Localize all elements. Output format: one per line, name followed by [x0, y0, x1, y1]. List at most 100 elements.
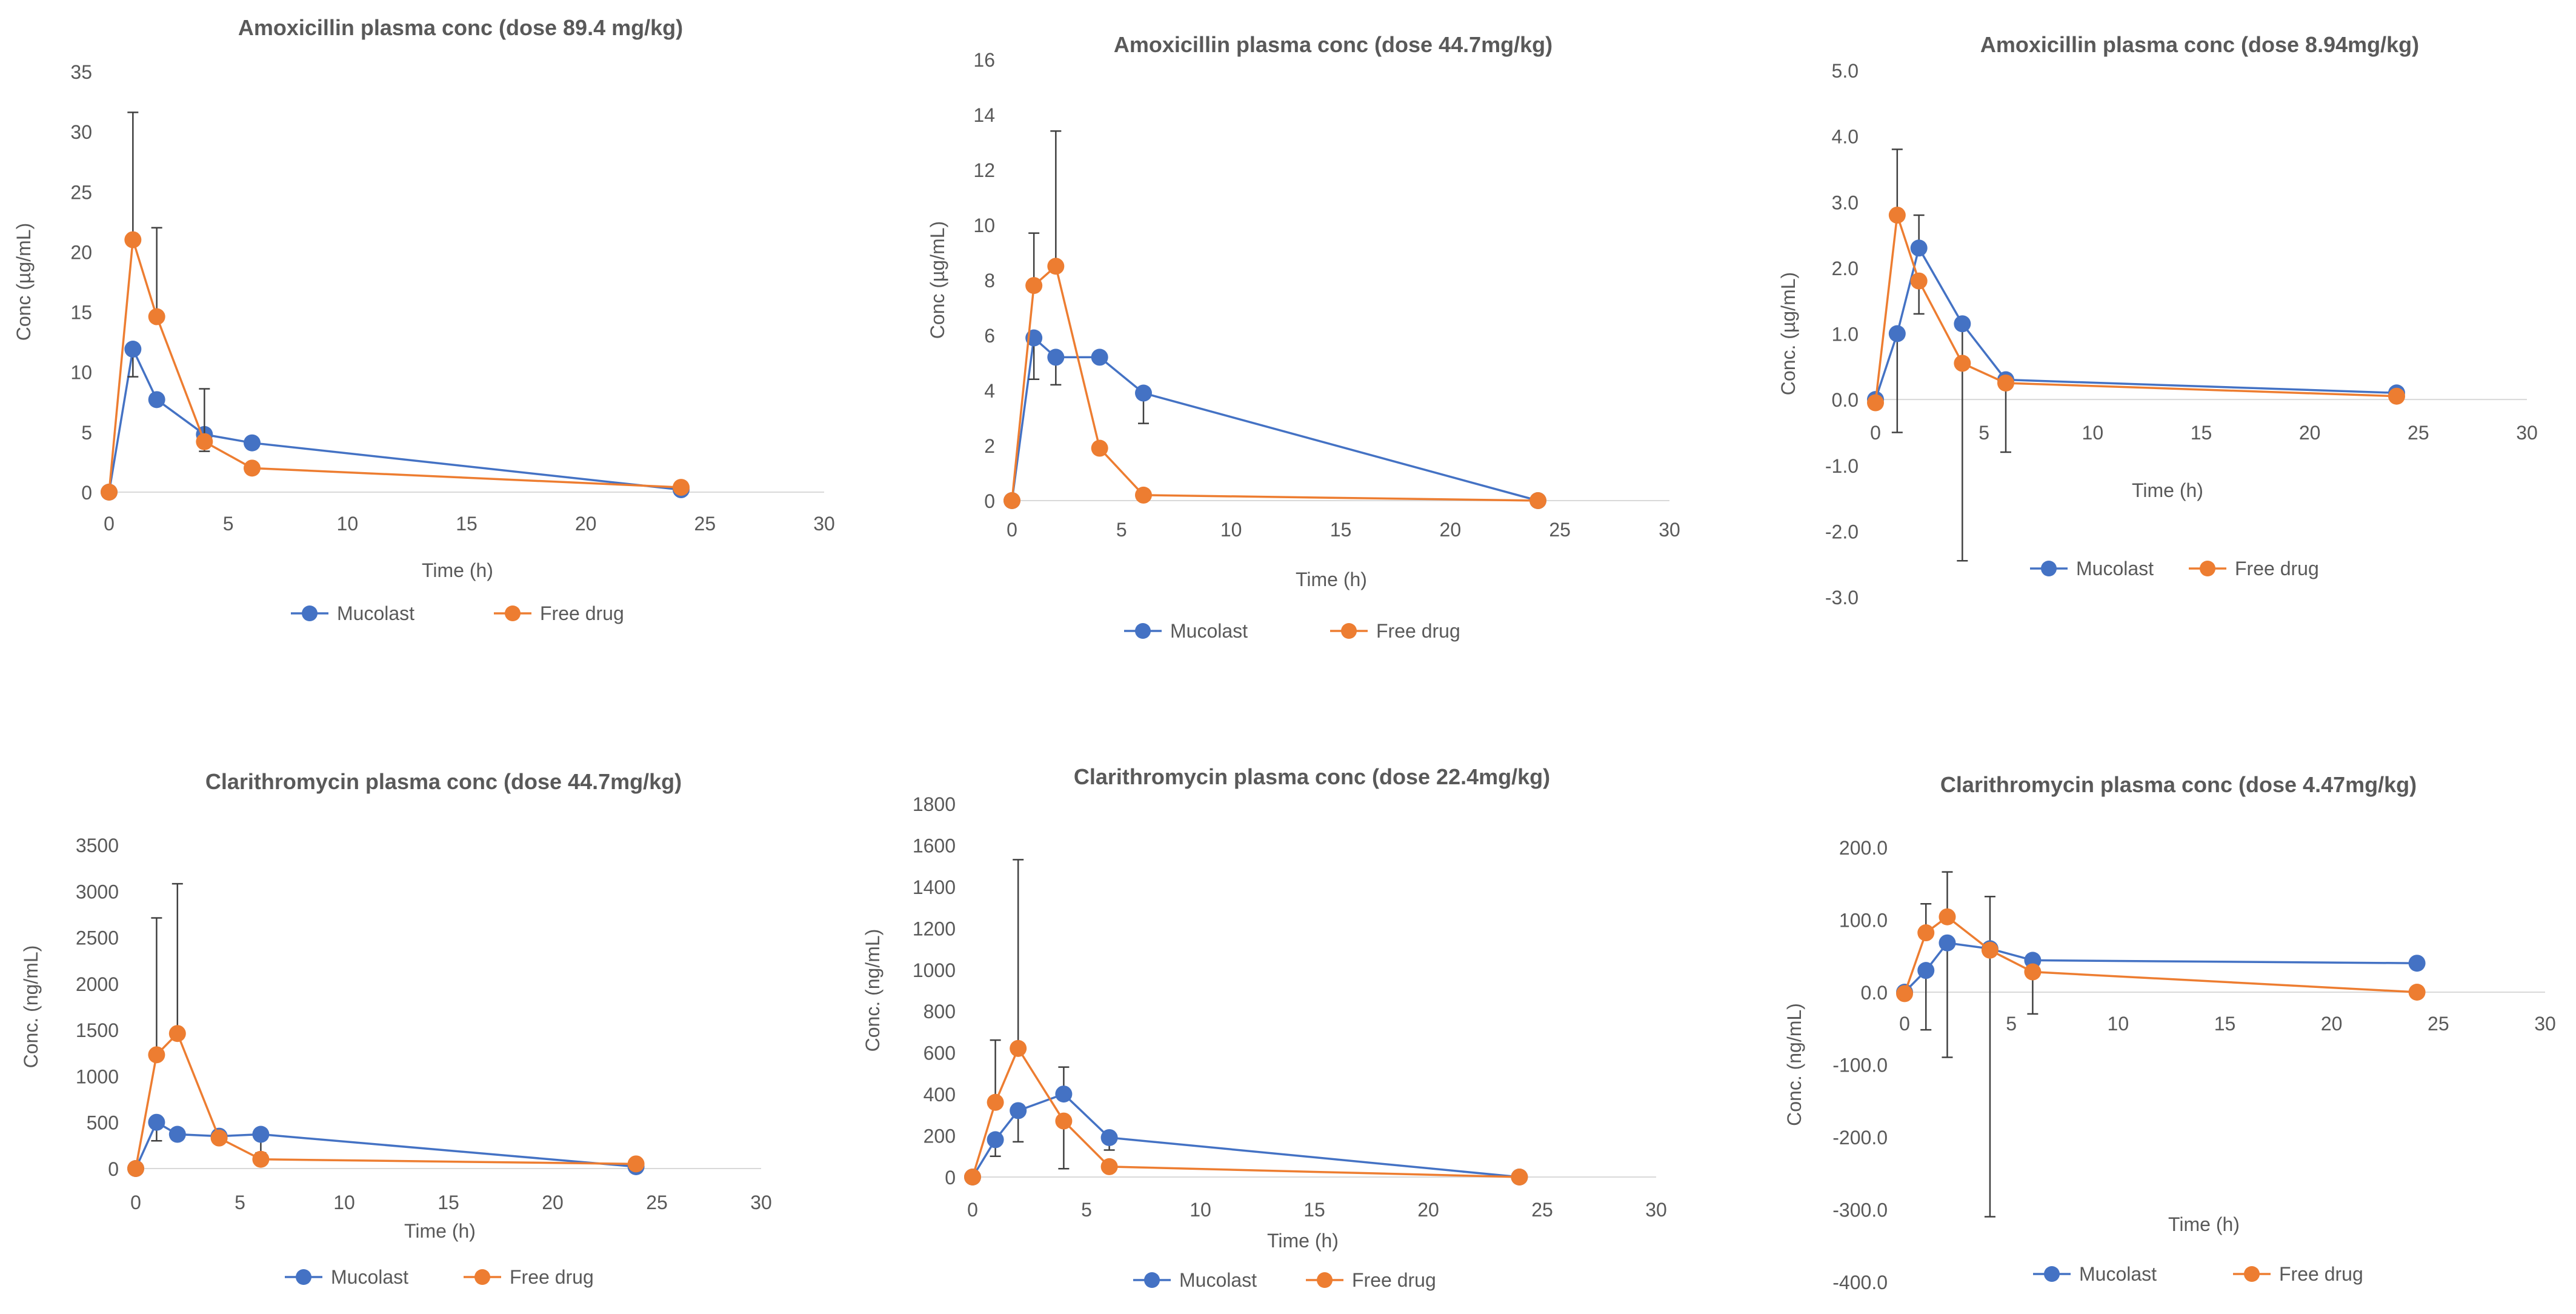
data-point: [148, 391, 165, 409]
y-tick-label: 2.0: [1832, 258, 1859, 279]
series-free-drug: [964, 859, 1528, 1186]
data-point: [1047, 258, 1065, 275]
y-tick-label: 4.0: [1832, 126, 1859, 148]
chart-title: Clarithromycin plasma conc (dose 22.4mg/…: [1074, 764, 1550, 789]
x-tick-label: 30: [750, 1192, 772, 1213]
x-tick-label: 30: [1645, 1199, 1667, 1221]
data-point: [1939, 908, 1956, 925]
x-tick-label: 0: [104, 513, 115, 535]
data-point: [673, 479, 690, 496]
y-axis-title: Conc. (ng/mL): [20, 945, 42, 1069]
data-point: [1896, 985, 1913, 1002]
x-tick-label: 30: [813, 513, 835, 535]
chart-panel-6: Clarithromycin plasma conc (dose 4.47mg/…: [1783, 772, 2556, 1293]
data-point: [1529, 492, 1546, 509]
data-point: [244, 459, 261, 477]
x-tick-label: 20: [1417, 1199, 1439, 1221]
y-tick-label: 1.0: [1832, 324, 1859, 345]
data-point: [1010, 1039, 1027, 1057]
series-mucolast: [964, 1066, 1528, 1186]
data-point: [252, 1126, 270, 1143]
y-tick-label: 5.0: [1832, 60, 1859, 82]
y-tick-label: 400: [924, 1084, 956, 1106]
x-tick-label: 15: [1303, 1199, 1325, 1221]
x-axis-title: Time (h): [2132, 479, 2203, 501]
chart-title: Clarithromycin plasma conc (dose 4.47mg/…: [1940, 772, 2417, 797]
legend-marker: [296, 1269, 311, 1285]
x-tick-label: 5: [235, 1192, 245, 1213]
data-point: [987, 1093, 1004, 1111]
data-point: [244, 434, 261, 452]
series-line: [971, 1046, 1520, 1178]
y-tick-label: -300.0: [1832, 1199, 1888, 1221]
x-tick-label: 20: [542, 1192, 564, 1213]
data-point: [1888, 325, 1906, 342]
data-point: [1091, 349, 1108, 366]
series-line: [108, 345, 682, 493]
x-tick-label: 25: [2428, 1013, 2449, 1035]
series-free-drug: [127, 882, 645, 1177]
data-point: [124, 231, 142, 248]
y-axis-title: Conc. (ng/mL): [862, 929, 884, 1052]
legend-label: Mucolast: [331, 1266, 408, 1288]
y-tick-label: 0: [945, 1167, 956, 1189]
legend-marker: [474, 1269, 490, 1285]
y-tick-label: 0: [81, 482, 92, 504]
y-tick-label: 8: [984, 270, 995, 292]
x-tick-label: 5: [1116, 519, 1127, 541]
y-tick-label: 10: [973, 215, 995, 236]
x-tick-label: 0: [1899, 1013, 1910, 1035]
y-tick-label: 16: [973, 49, 995, 71]
x-tick-label: 20: [2321, 1013, 2343, 1035]
legend-label: Mucolast: [2079, 1263, 2157, 1285]
y-axis-title: Conc. (ng/mL): [1783, 1003, 1805, 1126]
chart-panel-1: Amoxicillin plasma conc (dose 89.4 mg/kg…: [13, 15, 835, 624]
y-tick-label: 1800: [913, 793, 956, 815]
x-tick-label: 0: [1007, 519, 1017, 541]
x-tick-label: 5: [2006, 1013, 2017, 1035]
x-axis-title: Time (h): [1296, 569, 1367, 590]
data-point: [101, 484, 118, 501]
legend-label: Free drug: [2235, 558, 2319, 579]
y-tick-label: -400.0: [1832, 1272, 1888, 1293]
y-tick-label: 0.0: [1832, 389, 1859, 411]
x-tick-label: 25: [2408, 422, 2429, 444]
y-axis-title: Conc (µg/mL): [927, 221, 948, 339]
series-line: [1011, 336, 1539, 502]
x-tick-label: 10: [1190, 1199, 1211, 1221]
series-mucolast: [1003, 329, 1546, 509]
y-tick-label: 1600: [913, 835, 956, 856]
y-tick-label: 14: [973, 104, 995, 126]
data-point: [148, 1046, 165, 1064]
data-point: [1135, 486, 1152, 504]
data-point: [1091, 439, 1108, 457]
data-point: [1867, 394, 1884, 412]
legend-label: Free drug: [2279, 1263, 2363, 1285]
y-tick-label: 30: [70, 121, 92, 143]
y-tick-label: 4: [984, 380, 995, 402]
series-free-drug: [1896, 871, 2426, 1015]
data-point: [252, 1150, 270, 1168]
y-tick-label: 10: [70, 362, 92, 384]
data-point: [1888, 206, 1906, 224]
data-point: [1917, 962, 1935, 979]
x-tick-label: 25: [646, 1192, 668, 1213]
data-point: [148, 1113, 165, 1131]
legend-marker: [2200, 561, 2215, 576]
x-tick-label: 25: [1531, 1199, 1553, 1221]
data-point: [987, 1131, 1004, 1149]
x-tick-label: 10: [333, 1192, 355, 1213]
series-line: [108, 239, 682, 493]
x-tick-label: 0: [1870, 422, 1881, 444]
y-tick-label: -3.0: [1825, 587, 1859, 609]
data-point: [1010, 1102, 1027, 1119]
legend-marker: [2044, 1266, 2060, 1282]
chart-panel-2: Amoxicillin plasma conc (dose 44.7mg/kg)…: [927, 32, 1680, 642]
legend-label: Mucolast: [2076, 558, 2154, 579]
series-mucolast: [127, 1113, 645, 1177]
x-tick-label: 10: [2082, 422, 2104, 444]
y-tick-label: 35: [70, 61, 92, 83]
y-tick-label: -200.0: [1832, 1127, 1888, 1149]
x-tick-label: 20: [2299, 422, 2321, 444]
legend-marker: [2041, 561, 2057, 576]
